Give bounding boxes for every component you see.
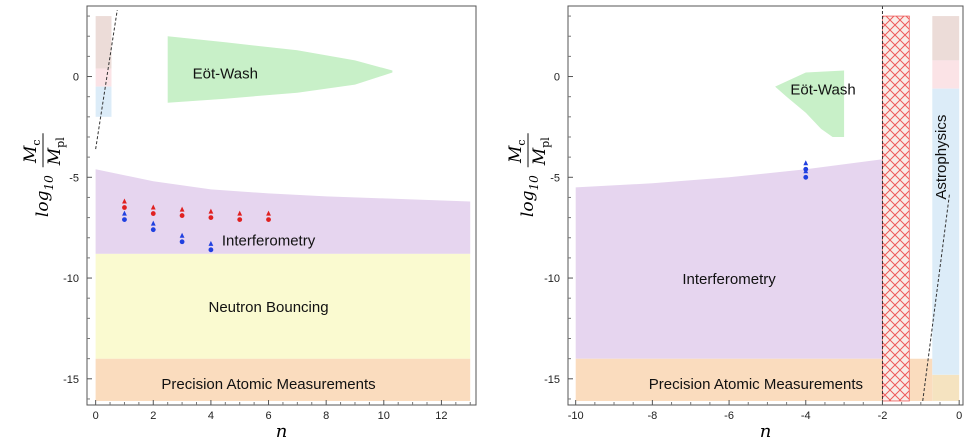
series-0-point-3 xyxy=(208,215,214,220)
x-tick-label: 2 xyxy=(150,410,156,422)
bound-strip-1 xyxy=(932,60,960,89)
hatched-exclusion-band xyxy=(882,15,910,402)
region-precision-atomic-measurements xyxy=(575,358,933,401)
region-interferometry xyxy=(95,169,471,254)
region-label: Interferometry xyxy=(682,271,776,288)
x-tick-label: 6 xyxy=(265,410,271,422)
y-axis-log: log10 xyxy=(518,175,541,217)
x-tick-label: 10 xyxy=(378,410,390,422)
y-axis-log-text: log xyxy=(33,190,53,217)
series-1-arrow-2 xyxy=(179,232,185,238)
region-interferometry xyxy=(575,159,883,359)
x-axis-label: n xyxy=(276,421,288,442)
plot-frame xyxy=(86,5,477,406)
region-label: Eöt-Wash xyxy=(193,65,258,82)
series-0-point-2 xyxy=(179,213,185,218)
series-0-arrow-3 xyxy=(208,208,214,214)
series-0-point-5 xyxy=(266,217,271,223)
x-tick-label: -8 xyxy=(647,410,657,422)
series-0-arrow-0 xyxy=(803,160,809,166)
bound-strip-2 xyxy=(95,86,112,117)
y-axis-den-sub: pl xyxy=(539,137,552,148)
x-tick-label: 4 xyxy=(208,410,214,422)
y-axis-den-main: M xyxy=(530,147,550,166)
bound-strip-2 xyxy=(932,374,960,401)
region-neutron-bouncing xyxy=(95,253,471,359)
left-panel: Eöt-Wash Interferometry Neutron Bouncing Pr… xyxy=(21,5,477,442)
plot-area xyxy=(95,9,471,401)
y-axis-log-sub: 10 xyxy=(527,175,541,191)
y-axis-numerator: Mc xyxy=(21,139,43,164)
series-0-arrow-4 xyxy=(237,210,243,216)
series-1-point-1 xyxy=(150,227,156,233)
y-axis-den-main: M xyxy=(45,147,65,166)
x-tick-label: -6 xyxy=(724,410,734,422)
region-label: Eöt-Wash xyxy=(790,82,855,99)
plot-frame xyxy=(567,5,964,406)
series-1-arrow-3 xyxy=(208,240,214,246)
x-tick-label: -2 xyxy=(878,410,888,422)
series-0-arrow-0 xyxy=(122,198,127,204)
region-label: Interferometry xyxy=(222,233,316,250)
x-tick-label: -10 xyxy=(568,410,584,422)
region-label: Precision Atomic Measurements xyxy=(649,376,863,393)
y-tick-label: -5 xyxy=(550,172,560,184)
x-tick-label: 8 xyxy=(323,410,329,422)
series-1-point-0 xyxy=(122,217,127,223)
bound-strip-0 xyxy=(932,16,960,61)
series-0-point-1 xyxy=(803,174,809,180)
bound-strip-1 xyxy=(95,68,112,87)
series-0-point-4 xyxy=(237,217,243,223)
dashed-limit-line xyxy=(95,9,118,150)
x-tick-label: -4 xyxy=(801,410,811,422)
plot-area xyxy=(575,6,960,405)
series-1-arrow-0 xyxy=(122,210,127,216)
x-tick-label: 0 xyxy=(956,410,962,422)
y-axis-num-main: M xyxy=(21,145,41,164)
y-axis-log-text: log xyxy=(518,190,538,217)
y-tick-label: -5 xyxy=(69,172,79,184)
series-1-point-3 xyxy=(208,247,214,253)
bound-strip-0 xyxy=(95,16,112,69)
region-label: Astrophysics xyxy=(933,115,950,200)
y-axis-num-main: M xyxy=(506,145,526,164)
series-0-arrow-5 xyxy=(266,210,271,216)
y-axis-den-sub: pl xyxy=(54,137,67,148)
series-0-arrow-1 xyxy=(803,168,809,174)
y-tick-label: -10 xyxy=(63,273,79,285)
y-tick-label: -15 xyxy=(63,374,79,386)
y-tick-label: 0 xyxy=(73,72,79,84)
y-axis-denominator: Mpl xyxy=(45,137,67,166)
right-panel: Eöt-Wash Interferometry Precision Atomic M… xyxy=(506,5,964,442)
x-axis-label: n xyxy=(760,421,772,442)
y-tick-label: -10 xyxy=(544,273,560,285)
series-1-point-2 xyxy=(179,239,185,245)
y-tick-label: 0 xyxy=(554,72,560,84)
region-label: Precision Atomic Measurements xyxy=(161,376,375,393)
y-axis-numerator: Mc xyxy=(506,139,528,164)
y-axis-num-sub: c xyxy=(30,139,43,145)
region-label: Neutron Bouncing xyxy=(208,299,328,316)
series-0-arrow-2 xyxy=(179,206,185,212)
series-0-point-1 xyxy=(150,211,156,216)
x-tick-label: 0 xyxy=(93,410,99,422)
region-e-t-wash xyxy=(775,70,845,137)
x-tick-label: 12 xyxy=(435,410,447,422)
region-astrophysics xyxy=(932,88,960,375)
series-0-point-0 xyxy=(122,205,127,210)
y-tick-label: -15 xyxy=(544,374,560,386)
y-axis-num-sub: c xyxy=(515,139,528,145)
region-precision-atomic-measurements xyxy=(95,358,471,401)
series-1-arrow-1 xyxy=(150,220,156,226)
y-axis-log: log10 xyxy=(33,175,56,217)
region-e-t-wash xyxy=(167,36,393,103)
y-axis-log-sub: 10 xyxy=(42,175,56,191)
series-0-arrow-1 xyxy=(150,204,156,210)
y-axis-denominator: Mpl xyxy=(530,137,552,166)
